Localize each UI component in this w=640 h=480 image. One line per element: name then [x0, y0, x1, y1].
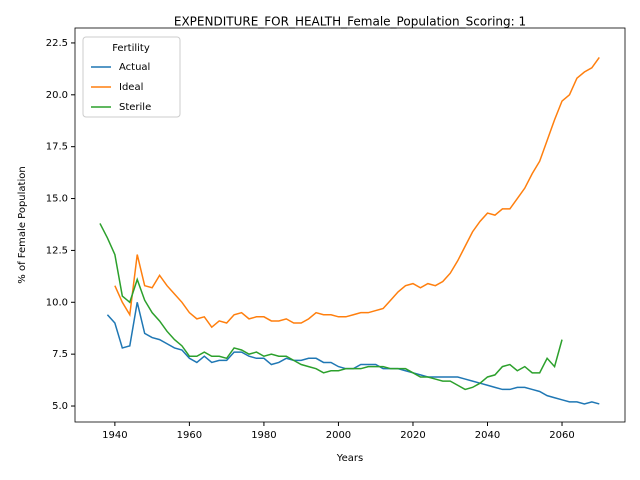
- chart-title: EXPENDITURE_FOR_HEALTH_Female_Population…: [174, 15, 526, 29]
- x-tick-label: 2020: [400, 430, 425, 441]
- legend-label: Ideal: [119, 82, 143, 93]
- x-tick-label: 2040: [475, 430, 500, 441]
- series-line: [106, 302, 600, 405]
- x-tick-label: 1980: [251, 430, 276, 441]
- y-tick-label: 7.5: [52, 349, 68, 360]
- y-tick-label: 17.5: [46, 142, 68, 153]
- series-line: [99, 223, 563, 391]
- x-tick-label: 1960: [177, 430, 202, 441]
- y-axis-label: % of Female Population: [17, 166, 28, 283]
- x-tick-label: 2060: [549, 430, 574, 441]
- y-tick-label: 12.5: [46, 245, 68, 256]
- y-tick-label: 20.0: [46, 90, 68, 101]
- x-tick-label: 2000: [326, 430, 351, 441]
- x-axis-label: Years: [336, 453, 363, 464]
- series-line: [114, 57, 600, 329]
- y-tick-label: 22.5: [46, 38, 68, 49]
- y-tick-label: 15.0: [46, 194, 68, 205]
- legend-label: Actual: [119, 62, 150, 73]
- legend-label: Sterile: [119, 102, 151, 113]
- plot-frame: [74, 27, 626, 423]
- legend-box: [82, 36, 181, 118]
- x-tick-label: 1940: [102, 430, 127, 441]
- y-tick-label: 5.0: [52, 401, 68, 412]
- legend-title: Fertility: [112, 43, 150, 54]
- y-tick-label: 10.0: [46, 297, 68, 308]
